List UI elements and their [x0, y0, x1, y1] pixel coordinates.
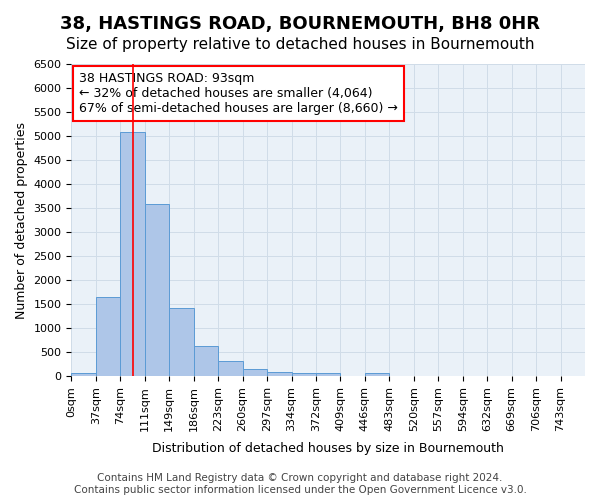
Bar [145, 204, 169, 376]
Y-axis label: Number of detached properties: Number of detached properties [15, 122, 28, 318]
X-axis label: Distribution of detached houses by size in Bournemouth: Distribution of detached houses by size … [152, 442, 504, 455]
Bar [169, 308, 194, 376]
Bar [194, 346, 218, 376]
Bar [365, 374, 389, 376]
Bar [267, 372, 292, 376]
Bar [71, 372, 96, 376]
Text: 38, HASTINGS ROAD, BOURNEMOUTH, BH8 0HR: 38, HASTINGS ROAD, BOURNEMOUTH, BH8 0HR [60, 15, 540, 33]
Text: Size of property relative to detached houses in Bournemouth: Size of property relative to detached ho… [66, 38, 534, 52]
Text: 38 HASTINGS ROAD: 93sqm
← 32% of detached houses are smaller (4,064)
67% of semi: 38 HASTINGS ROAD: 93sqm ← 32% of detache… [79, 72, 398, 115]
Bar [292, 374, 316, 376]
Bar [242, 368, 267, 376]
Bar [121, 132, 145, 376]
Bar [96, 298, 121, 376]
Bar [316, 374, 340, 376]
Text: Contains HM Land Registry data © Crown copyright and database right 2024.
Contai: Contains HM Land Registry data © Crown c… [74, 474, 526, 495]
Bar [218, 361, 242, 376]
